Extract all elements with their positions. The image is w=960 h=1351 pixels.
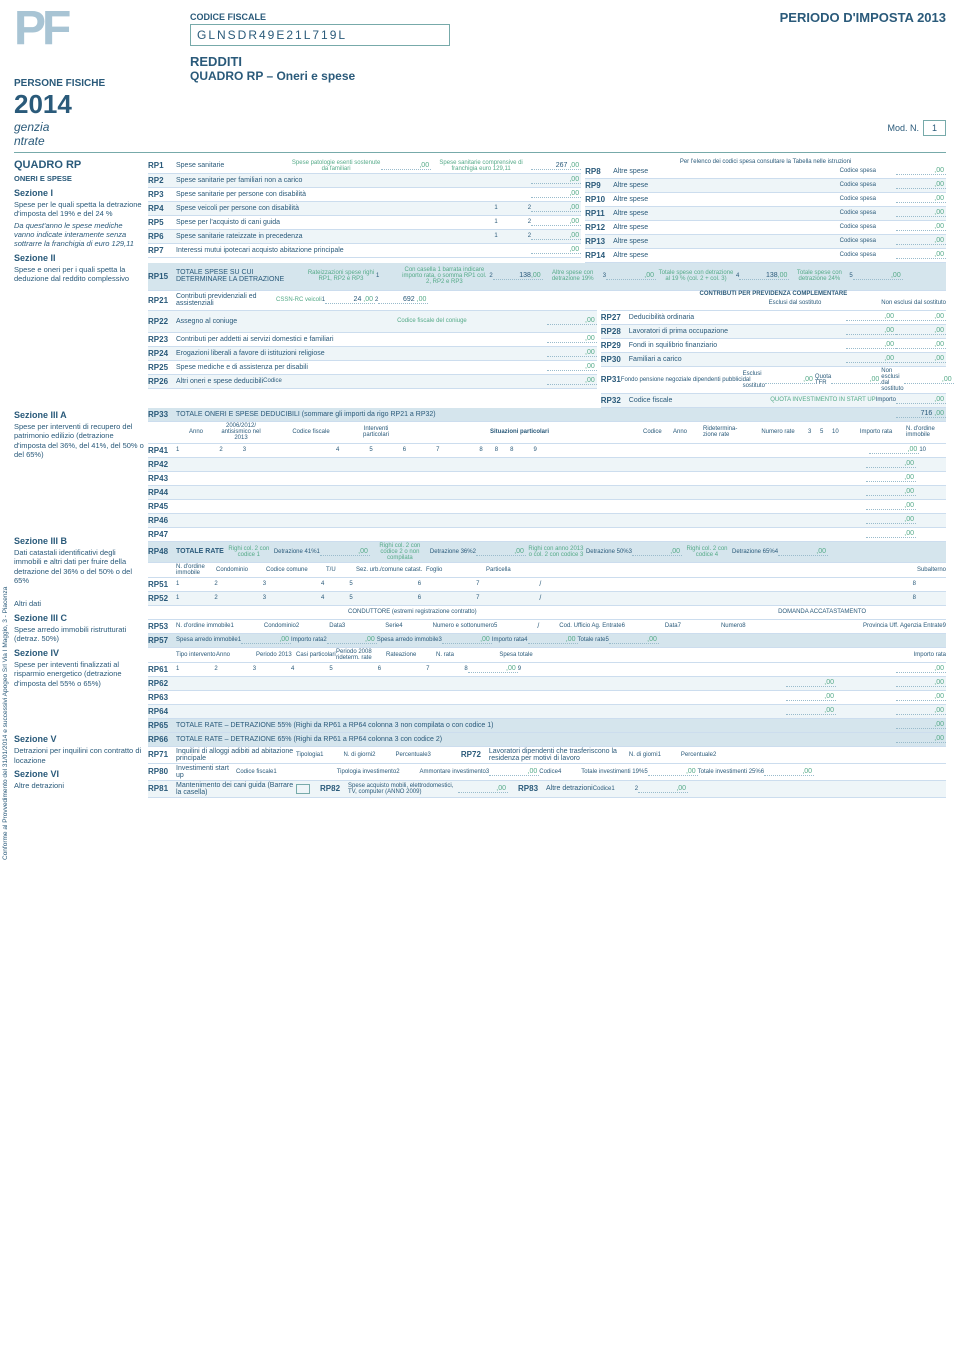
s3a-header: Anno 2006/2012/ antisismico nel 2013 Cod… (148, 422, 946, 444)
rp27: RP27Deducibilità ordinaria,00,00 (601, 311, 946, 325)
sez1-h: Sezione I (14, 188, 144, 199)
rp6: RP6Spese sanitarie rateizzate in precede… (148, 230, 581, 244)
sez3b-h: Sezione III B (14, 536, 144, 547)
sez2-h: Sezione II (14, 253, 144, 264)
rp52: RP521234567/8 (148, 592, 946, 606)
rp71-72: RP71Inquilini di alloggi adibiti ad abit… (148, 747, 946, 764)
rp3: RP3Spese sanitarie per persone con disab… (148, 188, 581, 202)
sez2-txt: Spese e oneri per i quali spetta la dedu… (14, 265, 144, 284)
sez5-txt: Detrazioni per inquilini con contratto d… (14, 746, 144, 765)
redditi: REDDITI (190, 54, 946, 69)
content: RP1Spese sanitarie Spese patologie esent… (148, 159, 946, 798)
rp81-83: RP81Mantenimento dei cani guida (Barrare… (148, 781, 946, 798)
sez3c-txt: Spese arredo immobili ristrutturati (det… (14, 625, 144, 644)
persone-fisiche: PERSONE FISICHE (14, 78, 174, 89)
quadro-title: QUADRO RP – Oneri e spese (190, 69, 946, 83)
rp25: RP25Spese mediche e di assistenza per di… (148, 361, 597, 375)
rp65: RP65TOTALE RATE – DETRAZIONE 55% (Righi … (148, 719, 946, 733)
codice-fiscale: GLNSDR49E21L719L (190, 24, 450, 46)
altri-dati: Altri dati (14, 599, 144, 608)
rp63: RP63,00,00 (148, 691, 946, 705)
pf-logo: PF (14, 12, 174, 46)
rp8: RP8Altre speseCodice spesa,00 (585, 165, 946, 179)
rp62: RP62,00,00 (148, 677, 946, 691)
rp61: RP6112345678,009,00 (148, 663, 946, 677)
periodo-imposta: PERIODO D'IMPOSTA 2013 (780, 10, 946, 25)
rp47: RP47,00 (148, 528, 946, 542)
rp7: RP7Interessi mutui ipotecari acquisto ab… (148, 244, 581, 258)
rp64: RP64,00,00 (148, 705, 946, 719)
anno: 2014 (14, 89, 174, 120)
s3b-hdr: N. d'ordine immobileCondominioCodice com… (148, 563, 946, 578)
sidebar: QUADRO RP ONERI E SPESE Sezione I Spese … (14, 159, 144, 798)
rp30: RP30Familiari a carico,00,00 (601, 353, 946, 367)
rp13: RP13Altre speseCodice spesa,00 (585, 235, 946, 249)
rp31: RP31Fondo pensione negoziale dipendenti … (601, 367, 946, 394)
rp33: RP33TOTALE ONERI E SPESE DEDUCIBILI (som… (148, 408, 946, 422)
rp5: RP5Spese per l'acquisto di cani guida12,… (148, 216, 581, 230)
sez5-h: Sezione V (14, 734, 144, 745)
sez4-h: Sezione IV (14, 648, 144, 659)
rp45: RP45,00 (148, 500, 946, 514)
rp24: RP24Erogazioni liberali a favore di isti… (148, 347, 597, 361)
sez3a-h: Sezione III A (14, 410, 144, 421)
sez3c-h: Sezione III C (14, 613, 144, 624)
rp43: RP43,00 (148, 472, 946, 486)
rp26: RP26Altri oneri e spese deducibiliCodice… (148, 375, 597, 389)
rp29: RP29Fondi in squilibrio finanziario,00,0… (601, 339, 946, 353)
rp80: RP80Investimenti start up Codice fiscale… (148, 764, 946, 781)
rp44: RP44,00 (148, 486, 946, 500)
rp11: RP11Altre speseCodice spesa,00 (585, 207, 946, 221)
rp22: RP22Assegno al coniuge Codice fiscale de… (148, 311, 597, 333)
sez3b-txt: Dati catastali identificativi degli immo… (14, 548, 144, 586)
rp2: RP2Spese sanitarie per familiari non a c… (148, 174, 581, 188)
agenzia-logo: genziantrate (14, 120, 174, 148)
rp4: RP4Spese veicoli per persone con disabil… (148, 202, 581, 216)
sez6-txt: Altre detrazioni (14, 781, 144, 790)
rp10: RP10Altre speseCodice spesa,00 (585, 193, 946, 207)
rp42: RP42,00 (148, 458, 946, 472)
rp14: RP14Altre speseCodice spesa,00 (585, 249, 946, 263)
rp1: RP1Spese sanitarie Spese patologie esent… (148, 159, 581, 174)
sez6-h: Sezione VI (14, 769, 144, 780)
s4-hdr: Tipo interventoAnnoPeriodo 2013Casi part… (148, 648, 946, 663)
sez3a-txt: Spese per interventi di recupero del pat… (14, 422, 144, 460)
rp21: RP21Contributi previdenziali ed assisten… (148, 291, 597, 311)
rp12: RP12Altre speseCodice spesa,00 (585, 221, 946, 235)
side-subtitle: ONERI E SPESE (14, 174, 144, 183)
mod-n: Mod. N.1 (887, 120, 946, 136)
sez4-txt: Spese per inteventi finalizzati al rispa… (14, 660, 144, 688)
rp9: RP9Altre speseCodice spesa,00 (585, 179, 946, 193)
sez1-note: Da quest'anno le spese mediche vanno ind… (14, 221, 144, 249)
rp48: RP48TOTALE RATE Righi col. 2 con codice … (148, 542, 946, 563)
header: PF PERSONE FISICHE 2014 genziantrate COD… (14, 12, 946, 153)
rp41: RP4112345678889,0010 (148, 444, 946, 458)
rp32: RP32Codice fiscaleQUOTA INVESTIMENTO IN … (601, 394, 946, 408)
rp57: RP57 Spesa arredo immobile1,00 Importo r… (148, 634, 946, 648)
rp46: RP46,00 (148, 514, 946, 528)
rp66: RP66TOTALE RATE – DETRAZIONE 65% (Righi … (148, 733, 946, 747)
cond-dom: CONDUTTORE (estremi registrazione contra… (148, 606, 946, 620)
rp51: RP511234567/8 (148, 578, 946, 592)
side-title: QUADRO RP (14, 159, 144, 173)
rp23: RP23Contributi per addetti ai servizi do… (148, 333, 597, 347)
rp28: RP28Lavoratori di prima occupazione,00,0… (601, 325, 946, 339)
rp15: RP15 TOTALE SPESE SU CUI DETERMINARE LA … (148, 263, 946, 291)
vertical-credit: Conforme al Provvedimento del 31/01/2014… (2, 360, 9, 860)
rp53: RP53N. d'ordine immobile1Condominio2Data… (148, 620, 946, 634)
compl-cols: Esclusi dal sostitutoNon esclusi dal sos… (601, 297, 946, 311)
sez1-txt: Spese per le quali spetta la detrazione … (14, 200, 144, 219)
